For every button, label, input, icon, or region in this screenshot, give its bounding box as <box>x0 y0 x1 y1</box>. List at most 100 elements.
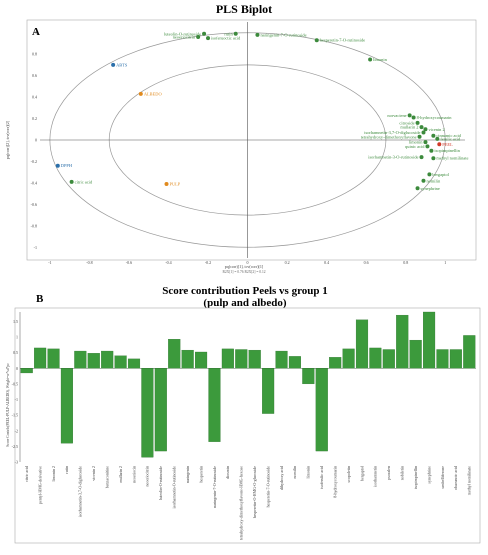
point-label: ABTS <box>116 62 128 67</box>
point-marker <box>427 172 432 177</box>
biplot-point: isoferuoctic acid <box>206 36 241 41</box>
point-marker <box>255 32 260 37</box>
contribution-bar <box>369 347 382 369</box>
point-label: mullarin 2 <box>400 125 418 130</box>
y-tick-label: -3 <box>15 460 18 465</box>
y-tick-label: -1.5 <box>12 413 18 418</box>
point-marker <box>417 134 422 139</box>
biplot-point: 8-hydroxycoumarin <box>411 115 452 120</box>
point-label: citroside <box>399 120 414 125</box>
point-marker <box>368 57 373 62</box>
panel-b-ylabel: Score Contrib(PEEL-PULP-ALBEDO), Weight=… <box>6 363 11 447</box>
point-marker <box>425 144 430 149</box>
biplot-point: norvaciene <box>387 113 412 118</box>
point-marker <box>138 91 143 96</box>
contribution-bar <box>195 351 208 369</box>
panel-a-title: PLS Biplot <box>216 2 272 16</box>
contribution-bar <box>449 349 462 369</box>
point-label: limonin <box>373 57 387 62</box>
biplot-point: ABTS <box>111 62 128 67</box>
contribution-bar <box>114 355 127 369</box>
contribution-bar <box>168 339 181 369</box>
biplot-point: ferulic acid <box>435 136 461 141</box>
x-tick-label: limonin 2 <box>51 466 56 481</box>
x-tick-label: 8-hydroxycoumarin <box>332 466 337 498</box>
point-marker <box>196 35 201 40</box>
point-label: rutin <box>224 31 233 36</box>
x-tick-label: naringenin <box>185 466 190 483</box>
point-marker <box>415 186 420 191</box>
x-tick-label: benzaconitine <box>104 466 109 488</box>
x-tick-label: tetrahydroxy-dimethoxyflavone-HMG-hexose <box>239 466 244 540</box>
y-tick-label: 0 <box>16 366 18 371</box>
contribution-bar <box>275 350 288 369</box>
point-marker <box>233 31 238 36</box>
x-tick-label: hesperetin-7-O-rutinoside <box>265 466 270 508</box>
x-tick-label: -0.8 <box>86 260 92 265</box>
x-tick-label: hesperetin-O-HMG-O-glucoside <box>252 466 257 518</box>
point-marker <box>423 140 428 145</box>
contribution-bar <box>315 368 328 452</box>
x-tick-label: -0.4 <box>165 260 171 265</box>
x-tick-label: isorhamnetin <box>373 466 378 487</box>
point-marker <box>421 178 426 183</box>
y-tick-label: 0 <box>35 138 37 143</box>
contribution-bar <box>423 311 436 369</box>
point-marker <box>437 142 442 147</box>
x-tick-label: limonin <box>306 466 311 478</box>
x-tick-label: -0.2 <box>205 260 211 265</box>
biplot-point: quinic acid <box>405 144 430 149</box>
contribution-bar <box>302 368 315 385</box>
panel-a-axes <box>40 22 465 258</box>
y-tick-label: -0.8 <box>31 223 37 228</box>
point-label: isoferuoctic acid <box>211 36 241 41</box>
point-marker <box>431 133 436 138</box>
x-tick-label: 0.8 <box>403 260 408 265</box>
biplot-point: rutin <box>224 31 238 36</box>
y-tick-label: -0.5 <box>12 381 18 386</box>
biplot-point: PULP <box>164 181 181 186</box>
point-label: isopimpinellin <box>434 148 460 153</box>
x-tick-label: obacunoic acid <box>453 466 458 490</box>
x-tick-label: neoeriocin <box>131 466 136 483</box>
biplot-point: nomilin <box>421 178 441 183</box>
point-label: cinnamic acid <box>436 133 461 138</box>
panel-b: B Score contribution Peels vs group 1 (p… <box>6 285 481 544</box>
point-marker <box>164 181 169 186</box>
biplot-point: hesperetin-7-O-rutinoside <box>314 38 365 43</box>
point-marker <box>429 148 434 153</box>
panel-a-ylabel: pq(corr)[2], tcv(corr)[2] <box>5 120 11 159</box>
y-tick-label: -1 <box>34 245 37 250</box>
point-label: ferulic acid <box>440 136 461 141</box>
y-tick-label: 0.8 <box>32 52 37 57</box>
y-tick-label: 0.6 <box>32 73 37 78</box>
point-marker <box>419 155 424 160</box>
biplot-point: limonin <box>368 57 388 62</box>
x-tick-label: -0.6 <box>126 260 132 265</box>
contribution-bar <box>181 349 194 369</box>
contribution-bar <box>409 339 422 369</box>
contribution-bar <box>141 368 154 458</box>
point-label: ALBEDO <box>144 91 162 96</box>
x-tick-label: nomilin <box>292 466 297 478</box>
point-label: hesperetin-7-O-rutinoside <box>320 38 365 43</box>
x-tick-label: nobiletin <box>400 466 405 480</box>
point-marker <box>419 125 424 130</box>
x-tick-label: isorhamnetin-3,7-O-diglucoside <box>78 466 84 517</box>
point-label: PEEL <box>442 142 453 147</box>
biplot-point: limonin <box>409 140 428 145</box>
point-label: isorhamnetin-3,7-O-diglucoside <box>364 130 420 136</box>
y-tick-label: 0.4 <box>32 95 37 100</box>
x-tick-label: naringenin-7-O-rutinoside <box>212 466 217 508</box>
biplot-point: PEEL <box>437 142 453 147</box>
contribution-bar <box>248 349 261 369</box>
biplot-point: naringenin-7-O-rutinoside <box>255 32 307 37</box>
y-tick-label: -0.4 <box>31 180 37 185</box>
x-tick-label: 0 <box>247 260 249 265</box>
biplot-point: ALBEDO <box>138 91 162 96</box>
point-label: naringenin-7-O-rutinoside <box>260 32 306 37</box>
point-marker <box>206 36 211 41</box>
point-marker <box>314 38 319 43</box>
